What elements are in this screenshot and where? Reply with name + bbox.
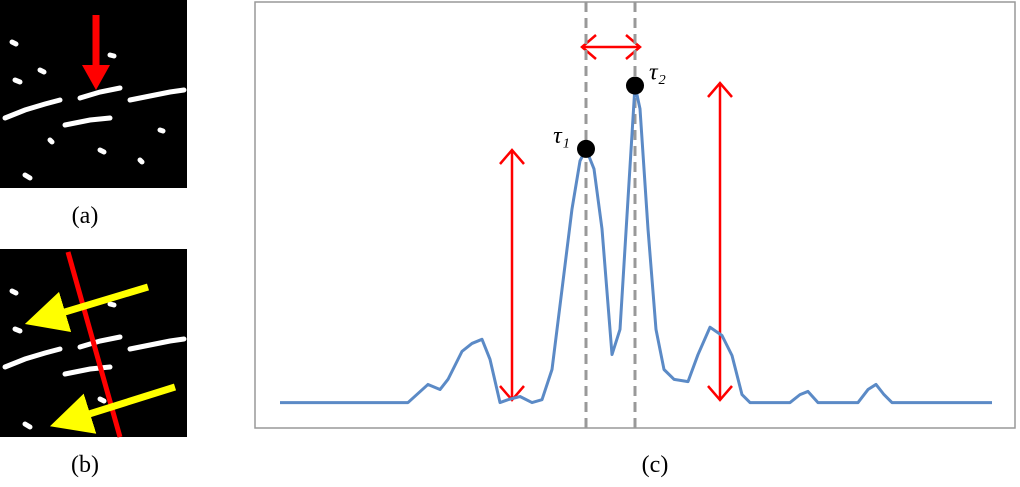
annotation-arrows	[499, 34, 733, 402]
binary-image-a	[0, 0, 187, 188]
panel-label: (a)	[72, 203, 99, 229]
peak-label: τ₂	[649, 60, 666, 86]
peak-marker	[577, 139, 595, 158]
binary-image-b	[0, 249, 187, 438]
panel-label: (c)	[642, 452, 669, 478]
peak-marker	[626, 76, 644, 95]
panel-label: (b)	[71, 452, 99, 478]
peak-label: τ₁	[553, 123, 570, 149]
curve	[280, 84, 992, 405]
